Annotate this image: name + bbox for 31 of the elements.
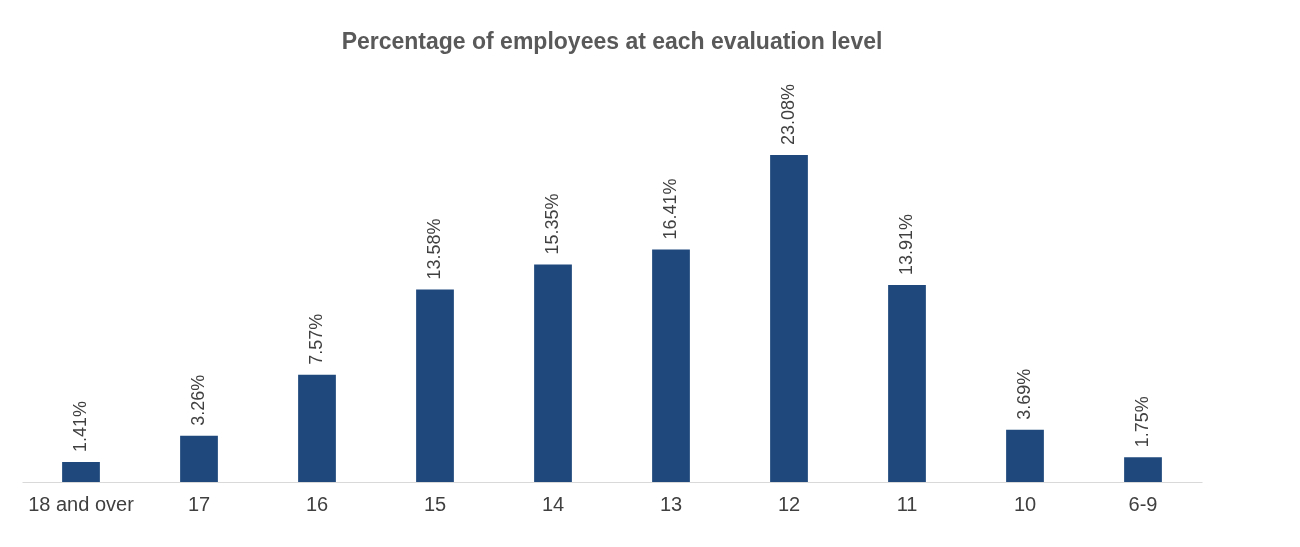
data-label: 3.26%	[188, 374, 208, 426]
data-label: 7.57%	[306, 313, 326, 365]
x-tick-label: 16	[305, 492, 329, 515]
x-tick-label: 13	[659, 492, 683, 515]
x-tick-label: 11	[896, 492, 918, 515]
x-tick-label: 14	[541, 492, 565, 515]
data-label: 15.35%	[542, 193, 562, 255]
x-tick-label: 15	[423, 492, 447, 515]
bar	[770, 155, 808, 482]
x-tick-label: 17	[187, 492, 211, 515]
bar	[534, 264, 572, 482]
data-label: 1.75%	[1132, 396, 1152, 448]
bar	[416, 289, 454, 482]
data-label: 1.41%	[70, 400, 90, 453]
bar	[1124, 457, 1162, 482]
data-label: 3.69%	[1014, 368, 1034, 420]
bar	[298, 374, 336, 482]
bar	[888, 284, 926, 482]
chart-title: Percentage of employees at each evaluation level	[341, 27, 883, 54]
bar	[62, 462, 100, 482]
x-tick-label: 12	[777, 492, 801, 515]
bar	[1006, 429, 1044, 482]
x-tick-label: 6-9	[1128, 492, 1158, 515]
x-tick-label: 10	[1013, 492, 1037, 515]
x-tick-label: 18 and over	[28, 492, 135, 515]
data-label: 13.58%	[424, 218, 444, 280]
data-label: 23.08%	[778, 83, 798, 146]
bar	[180, 435, 218, 482]
bar	[652, 249, 690, 482]
data-label: 16.41%	[660, 178, 680, 240]
data-label: 13.91%	[896, 213, 916, 275]
